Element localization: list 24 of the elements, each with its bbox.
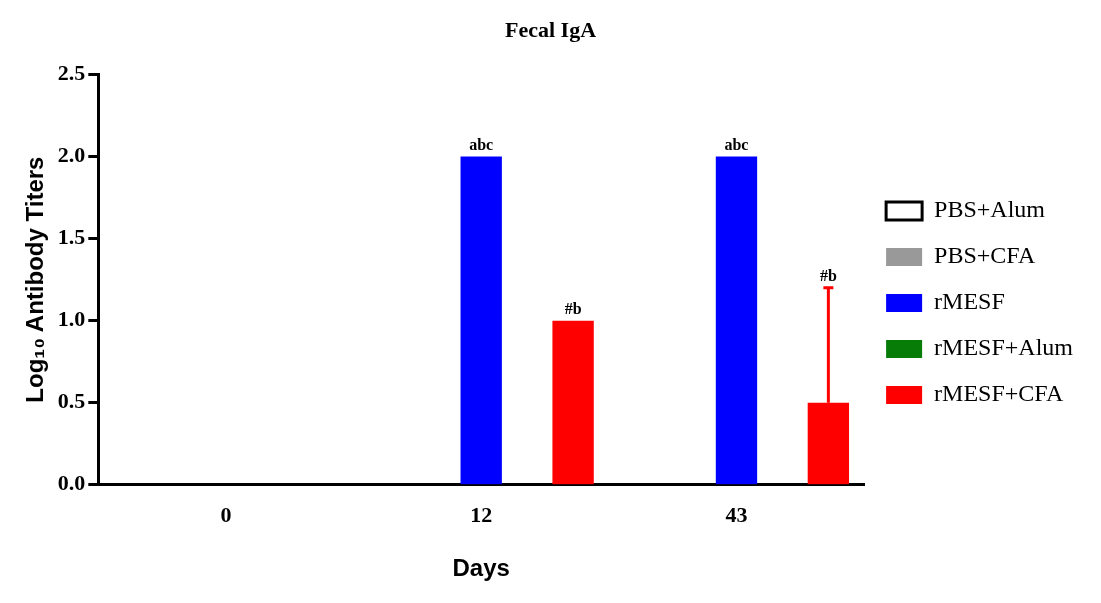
y-tick-label: 2.0 bbox=[57, 142, 86, 168]
chart-title: Fecal IgA bbox=[504, 16, 597, 42]
x-axis-title: Days bbox=[452, 554, 510, 582]
data-label: abc bbox=[469, 135, 494, 153]
x-tick-label: 12 bbox=[470, 501, 493, 527]
y-tick-label: 2.5 bbox=[57, 60, 86, 86]
annotation: #b bbox=[819, 266, 837, 284]
legend-label: rMESF+Alum bbox=[934, 334, 1074, 361]
y-tick-label: 1.5 bbox=[57, 224, 86, 250]
data-label: #b bbox=[564, 299, 582, 317]
legend-label: rMESF+CFA bbox=[934, 380, 1064, 407]
legend-label: PBS+Alum bbox=[934, 196, 1046, 223]
bar bbox=[715, 156, 758, 485]
y-tick-label: 0.5 bbox=[57, 388, 86, 414]
x-tick-label: 0 bbox=[220, 501, 232, 527]
y-axis-title: Log₁₀ Antibody Titers bbox=[21, 156, 49, 403]
y-tick-label: 1.0 bbox=[57, 306, 86, 332]
bar bbox=[552, 320, 594, 485]
y-tick-label: 0.0 bbox=[57, 470, 86, 496]
bar bbox=[460, 156, 502, 485]
data-label: abc bbox=[724, 135, 749, 153]
legend-label: rMESF bbox=[934, 288, 1005, 315]
legend-label: PBS+CFA bbox=[934, 242, 1036, 269]
x-tick-label: 43 bbox=[725, 501, 748, 527]
